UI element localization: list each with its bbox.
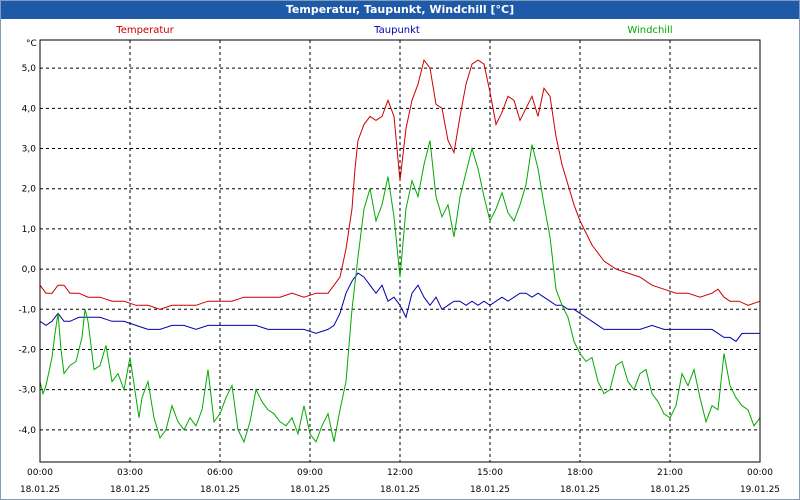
x-tick-time: 00:00 xyxy=(27,468,53,478)
legend-windchill: Windchill xyxy=(627,25,672,36)
x-tick-time: 00:00 xyxy=(747,468,773,478)
x-tick-date: 18.01.25 xyxy=(470,485,510,495)
chart-title: Temperatur, Taupunkt, Windchill [°C] xyxy=(1,1,799,19)
x-tick-date: 18.01.25 xyxy=(380,485,420,495)
y-tick-label: -3,0 xyxy=(18,386,36,396)
x-tick-date: 18.01.25 xyxy=(20,485,60,495)
x-tick-time: 18:00 xyxy=(567,468,593,478)
y-tick-label: -2,0 xyxy=(18,345,36,355)
x-tick-time: 12:00 xyxy=(387,468,413,478)
y-tick-label: 2,0 xyxy=(22,185,37,195)
x-tick-date: 19.01.25 xyxy=(740,485,780,495)
x-tick-time: 03:00 xyxy=(117,468,143,478)
x-tick-date: 18.01.25 xyxy=(200,485,240,495)
series-line-temperatur xyxy=(39,58,761,310)
x-tick-date: 18.01.25 xyxy=(560,485,600,495)
y-tick-label: 0,0 xyxy=(22,265,37,275)
y-tick-label: 4,0 xyxy=(22,104,37,114)
y-tick-label: 5,0 xyxy=(22,64,37,74)
legend-temperatur: Temperatur xyxy=(115,25,174,36)
series-line-windchill xyxy=(39,140,761,444)
x-tick-time: 21:00 xyxy=(657,468,683,478)
x-tick-date: 18.01.25 xyxy=(110,485,150,495)
x-tick-time: 06:00 xyxy=(207,468,233,478)
y-tick-label: 3,0 xyxy=(22,145,37,155)
x-tick-time: 09:00 xyxy=(297,468,323,478)
x-tick-time: 15:00 xyxy=(477,468,503,478)
x-tick-date: 18.01.25 xyxy=(650,485,690,495)
y-tick-label: -1,0 xyxy=(18,305,36,315)
series-line-taupunkt xyxy=(39,272,760,343)
x-tick-date: 18.01.25 xyxy=(290,485,330,495)
y-tick-label: -4,0 xyxy=(18,426,36,436)
legend-taupunkt: Taupunkt xyxy=(373,25,420,36)
plot-border xyxy=(39,39,761,463)
y-tick-label: 1,0 xyxy=(22,225,37,235)
y-axis-unit: °C xyxy=(26,39,37,49)
